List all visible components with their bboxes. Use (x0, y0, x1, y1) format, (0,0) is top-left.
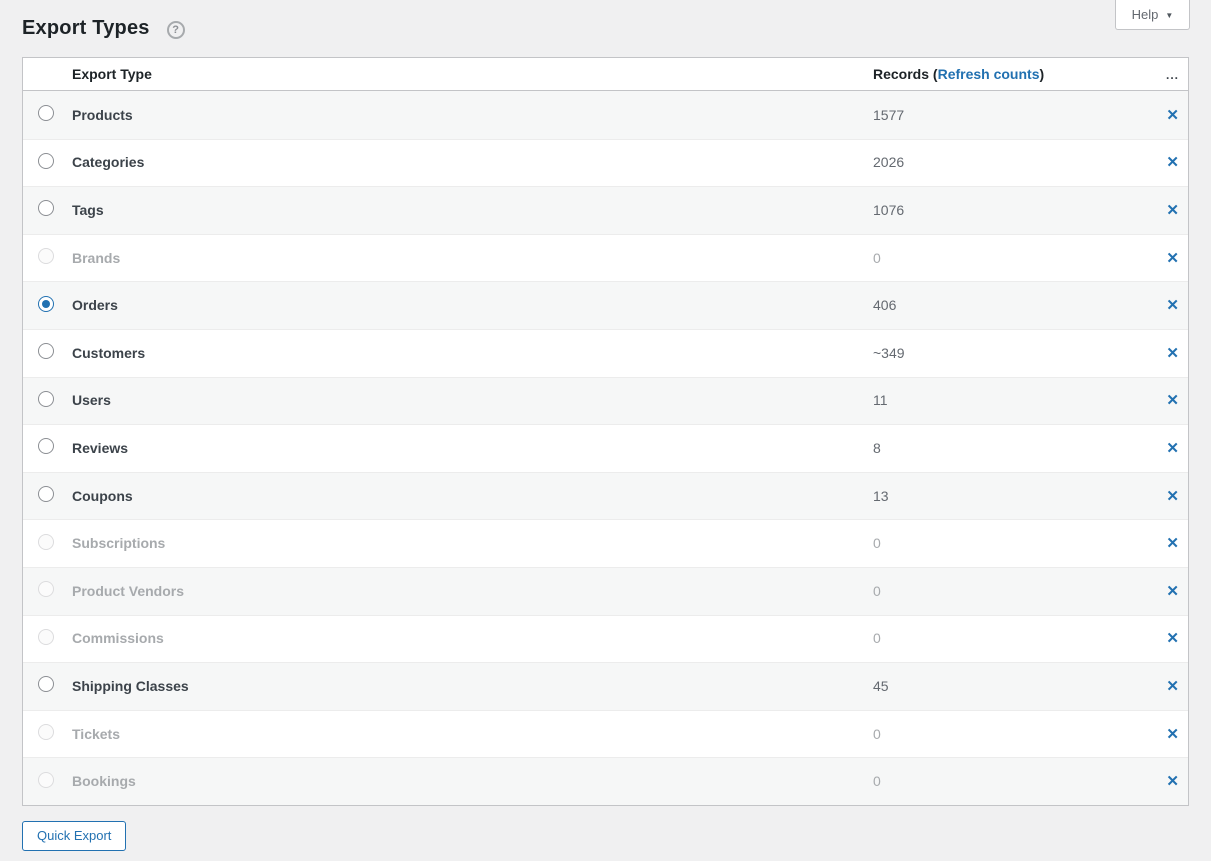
export-type-radio[interactable] (38, 486, 54, 503)
table-row: Subscriptions 0 ✕ (23, 519, 1188, 567)
export-type-label[interactable]: Categories (72, 154, 145, 171)
table-body: Products 1577 ✕ Categories 2026 ✕ Tags 1… (23, 91, 1188, 805)
close-icon[interactable]: ✕ (1166, 106, 1179, 124)
table-header-row: Export Type Records (Refresh counts) ... (23, 58, 1188, 91)
table-row: Product Vendors 0 ✕ (23, 566, 1188, 615)
column-header-actions: ... (1142, 66, 1188, 82)
ellipsis-icon[interactable]: ... (1165, 68, 1179, 82)
export-type-radio[interactable] (38, 200, 54, 217)
record-count: 0 (873, 725, 881, 742)
export-type-radio[interactable] (38, 343, 54, 360)
column-header-export-type: Export Type (72, 66, 152, 82)
record-count: 0 (873, 249, 881, 266)
export-type-label[interactable]: Tags (72, 201, 104, 218)
export-type-radio (38, 248, 54, 265)
export-type-radio (38, 628, 54, 645)
export-type-label[interactable]: Reviews (72, 439, 129, 456)
table-row: Commissions 0 ✕ (23, 614, 1188, 663)
close-icon[interactable]: ✕ (1166, 677, 1179, 695)
table-row: Coupons 13 ✕ (23, 471, 1188, 520)
export-type-label[interactable]: Users (72, 392, 111, 409)
record-count: 0 (873, 630, 881, 647)
help-circle-icon[interactable]: ? (166, 21, 185, 39)
table-row: Customers ~349 ✕ (23, 328, 1188, 377)
close-icon[interactable]: ✕ (1166, 487, 1179, 505)
table-row: Orders 406 ✕ (23, 281, 1188, 329)
close-icon[interactable]: ✕ (1166, 725, 1179, 743)
export-type-label: Subscriptions (72, 535, 166, 552)
table-row: Shipping Classes 45 ✕ (23, 662, 1188, 710)
close-icon[interactable]: ✕ (1166, 535, 1179, 553)
export-type-radio[interactable] (38, 676, 54, 693)
record-count: 45 (873, 677, 889, 694)
export-type-radio (38, 533, 54, 550)
record-count: 0 (873, 582, 881, 599)
export-type-label[interactable]: Orders (72, 297, 118, 314)
table-row: Reviews 8 ✕ (23, 424, 1188, 472)
close-icon[interactable]: ✕ (1166, 154, 1179, 172)
export-type-radio (38, 581, 54, 598)
record-count: 8 (873, 439, 881, 456)
export-type-label: Commissions (72, 630, 164, 647)
export-type-radio[interactable] (38, 152, 54, 169)
quick-export-button[interactable]: Quick Export (22, 820, 127, 851)
export-types-table: Export Type Records (Refresh counts) ...… (22, 57, 1189, 806)
export-type-label: Brands (72, 249, 121, 266)
record-count: 0 (873, 773, 881, 790)
record-count: 2026 (873, 154, 905, 171)
export-type-label[interactable]: Shipping Classes (72, 677, 189, 694)
page-title: Export Types (22, 17, 150, 39)
export-type-label: Bookings (72, 773, 136, 790)
record-count: 1577 (873, 106, 905, 123)
close-icon[interactable]: ✕ (1166, 582, 1179, 600)
refresh-counts-link[interactable]: Refresh counts (937, 66, 1040, 82)
export-type-radio (38, 724, 54, 741)
close-icon[interactable]: ✕ (1166, 630, 1179, 648)
close-icon[interactable]: ✕ (1166, 297, 1179, 315)
close-icon[interactable]: ✕ (1166, 392, 1179, 410)
record-count: 11 (873, 392, 888, 409)
column-header-records: Records (Refresh counts) (873, 66, 1142, 82)
table-row: Products 1577 ✕ (23, 91, 1188, 139)
record-count: 0 (873, 535, 881, 552)
record-count: 13 (873, 487, 889, 504)
table-row: Users 11 ✕ (23, 376, 1188, 425)
table-row: Tickets 0 ✕ (23, 709, 1188, 758)
chevron-down-icon: ▼ (1165, 10, 1174, 20)
table-row: Tags 1076 ✕ (23, 186, 1188, 234)
export-type-label[interactable]: Customers (72, 344, 146, 361)
close-icon[interactable]: ✕ (1166, 439, 1179, 457)
records-header-close-paren: ) (1039, 66, 1045, 82)
close-icon[interactable]: ✕ (1166, 249, 1179, 267)
table-row: Brands 0 ✕ (23, 233, 1188, 282)
record-count: 1076 (873, 201, 905, 218)
close-icon[interactable]: ✕ (1166, 344, 1179, 362)
export-type-label[interactable]: Coupons (72, 487, 133, 504)
export-type-radio (38, 771, 54, 788)
help-tab-label: Help (1131, 7, 1159, 22)
export-type-label[interactable]: Products (72, 106, 133, 123)
export-type-label: Tickets (72, 725, 120, 742)
export-type-label: Product Vendors (72, 582, 185, 599)
export-type-radio[interactable] (38, 105, 54, 122)
record-count: 406 (873, 297, 897, 314)
records-header-text: Records ( (873, 66, 938, 82)
table-row: Bookings 0 ✕ (23, 757, 1188, 805)
close-icon[interactable]: ✕ (1166, 773, 1179, 791)
export-type-radio[interactable] (38, 295, 54, 312)
help-tab[interactable]: Help ▼ (1115, 0, 1190, 30)
export-type-radio[interactable] (38, 438, 54, 455)
table-row: Categories 2026 ✕ (23, 138, 1188, 187)
close-icon[interactable]: ✕ (1166, 201, 1179, 219)
record-count: ~349 (873, 344, 905, 361)
page-header: Export Types ? (0, 0, 1211, 40)
export-type-radio[interactable] (38, 390, 54, 407)
